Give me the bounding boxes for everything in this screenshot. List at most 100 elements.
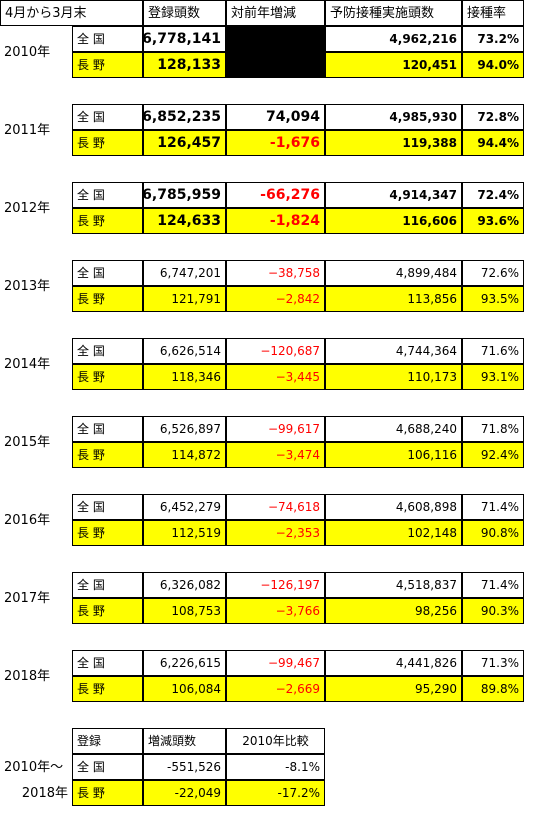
year-label: 2017年 xyxy=(4,590,51,606)
nagano-vaccinated: 120,451 xyxy=(325,52,462,78)
nagano-rate: 93.5% xyxy=(462,286,524,312)
national-change: −74,618 xyxy=(226,494,325,520)
nagano-registered: 118,346 xyxy=(143,364,226,390)
nagano-rate: 92.4% xyxy=(462,442,524,468)
nagano-rate: 90.3% xyxy=(462,598,524,624)
summary-change-header: 増減頭数 xyxy=(143,728,226,754)
summary-period-start: 2010年～ xyxy=(4,759,64,775)
vaccinated-header: 予防接種実施頭数 xyxy=(325,0,462,26)
period-header: 4月から3月末 xyxy=(0,0,143,26)
summary-national-compare: -8.1% xyxy=(226,754,325,780)
nagano-label: 長 野 xyxy=(72,442,143,468)
nagano-label: 長 野 xyxy=(72,676,143,702)
nagano-change: −3,766 xyxy=(226,598,325,624)
change-header: 対前年増減 xyxy=(226,0,325,26)
national-vaccinated: 4,688,240 xyxy=(325,416,462,442)
national-registered: 6,778,141 xyxy=(143,26,226,52)
year-label: 2015年 xyxy=(4,434,51,450)
nagano-vaccinated: 116,606 xyxy=(325,208,462,234)
summary-period-end: 2018年 xyxy=(21,785,68,801)
national-registered: 6,452,279 xyxy=(143,494,226,520)
national-registered: 6,526,897 xyxy=(143,416,226,442)
national-rate: 71.3% xyxy=(462,650,524,676)
nagano-vaccinated: 95,290 xyxy=(325,676,462,702)
nagano-change: −3,445 xyxy=(226,364,325,390)
national-change: −126,197 xyxy=(226,572,325,598)
nagano-change: −2,669 xyxy=(226,676,325,702)
nagano-label: 長 野 xyxy=(72,208,143,234)
national-change: −99,467 xyxy=(226,650,325,676)
national-label: 全 国 xyxy=(72,338,143,364)
national-rate: 72.4% xyxy=(462,182,524,208)
year-label: 2010年 xyxy=(4,44,51,60)
nagano-vaccinated: 98,256 xyxy=(325,598,462,624)
nagano-vaccinated: 113,856 xyxy=(325,286,462,312)
nagano-registered: 108,753 xyxy=(143,598,226,624)
national-registered: 6,326,082 xyxy=(143,572,226,598)
nagano-label: 長 野 xyxy=(72,520,143,546)
national-rate: 73.2% xyxy=(462,26,524,52)
national-vaccinated: 4,985,930 xyxy=(325,104,462,130)
year-label: 2014年 xyxy=(4,356,51,372)
summary-national-label: 全 国 xyxy=(72,754,143,780)
national-change: −99,617 xyxy=(226,416,325,442)
summary-compare-header: 2010年比較 xyxy=(226,728,325,754)
national-label: 全 国 xyxy=(72,416,143,442)
nagano-registered: 112,519 xyxy=(143,520,226,546)
national-change: 74,094 xyxy=(226,104,325,130)
nagano-change: -1,676 xyxy=(226,130,325,156)
national-vaccinated: 4,899,484 xyxy=(325,260,462,286)
national-rate: 71.6% xyxy=(462,338,524,364)
summary-nagano-change: -22,049 xyxy=(143,780,226,806)
national-vaccinated: 4,608,898 xyxy=(325,494,462,520)
nagano-label: 長 野 xyxy=(72,286,143,312)
nagano-vaccinated: 110,173 xyxy=(325,364,462,390)
summary-nagano-label: 長 野 xyxy=(72,780,143,806)
nagano-registered: 128,133 xyxy=(143,52,226,78)
national-rate: 72.6% xyxy=(462,260,524,286)
nagano-rate: 93.1% xyxy=(462,364,524,390)
year-label: 2016年 xyxy=(4,512,51,528)
national-label: 全 国 xyxy=(72,494,143,520)
national-registered: 6,852,235 xyxy=(143,104,226,130)
nagano-vaccinated: 119,388 xyxy=(325,130,462,156)
national-change: −120,687 xyxy=(226,338,325,364)
year-label: 2012年 xyxy=(4,200,51,216)
nagano-rate: 94.0% xyxy=(462,52,524,78)
nagano-rate: 90.8% xyxy=(462,520,524,546)
nagano-registered: 126,457 xyxy=(143,130,226,156)
national-rate: 71.4% xyxy=(462,494,524,520)
nagano-change: -1,824 xyxy=(226,208,325,234)
nagano-label: 長 野 xyxy=(72,52,143,78)
year-label: 2011年 xyxy=(4,122,51,138)
nagano-change: −3,474 xyxy=(226,442,325,468)
nagano-label: 長 野 xyxy=(72,598,143,624)
national-registered: 6,747,201 xyxy=(143,260,226,286)
nagano-registered: 106,084 xyxy=(143,676,226,702)
national-change-blank xyxy=(226,26,325,52)
nagano-registered: 121,791 xyxy=(143,286,226,312)
nagano-change: −2,842 xyxy=(226,286,325,312)
national-label: 全 国 xyxy=(72,650,143,676)
national-vaccinated: 4,962,216 xyxy=(325,26,462,52)
nagano-rate: 94.4% xyxy=(462,130,524,156)
national-registered: 6,626,514 xyxy=(143,338,226,364)
summary-nagano-compare: -17.2% xyxy=(226,780,325,806)
summary-national-change: -551,526 xyxy=(143,754,226,780)
rate-header: 接種率 xyxy=(462,0,524,26)
national-change: −38,758 xyxy=(226,260,325,286)
registered-header: 登録頭数 xyxy=(143,0,226,26)
nagano-vaccinated: 102,148 xyxy=(325,520,462,546)
national-registered: 6,226,615 xyxy=(143,650,226,676)
nagano-registered: 124,633 xyxy=(143,208,226,234)
national-label: 全 国 xyxy=(72,572,143,598)
national-rate: 72.8% xyxy=(462,104,524,130)
national-rate: 71.8% xyxy=(462,416,524,442)
nagano-rate: 93.6% xyxy=(462,208,524,234)
national-vaccinated: 4,914,347 xyxy=(325,182,462,208)
national-registered: 6,785,959 xyxy=(143,182,226,208)
national-label: 全 国 xyxy=(72,260,143,286)
nagano-change-blank xyxy=(226,52,325,78)
nagano-registered: 114,872 xyxy=(143,442,226,468)
